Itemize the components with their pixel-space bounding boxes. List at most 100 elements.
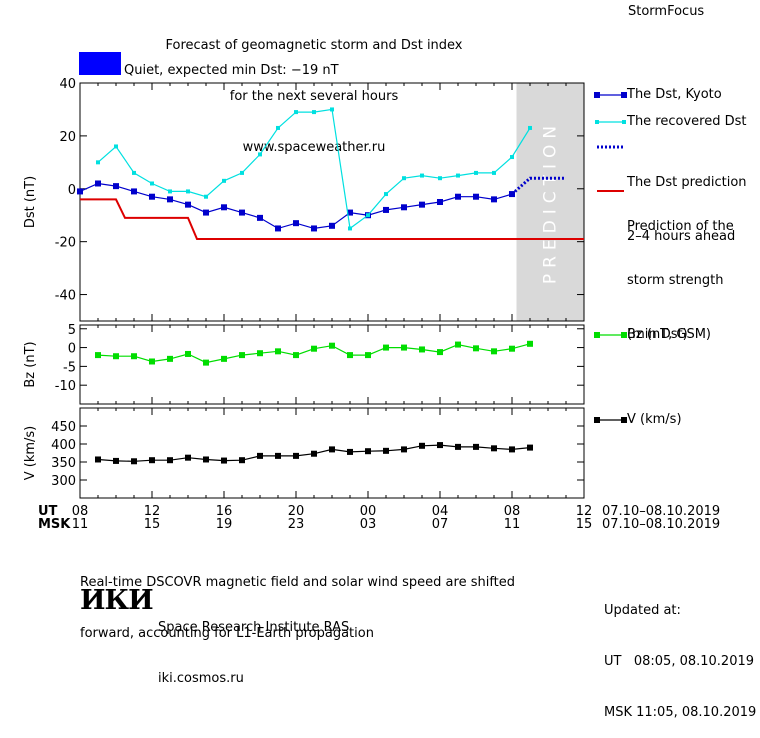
x-tick-label-ut: 12 xyxy=(576,504,593,519)
legend-marker xyxy=(621,417,627,423)
iki-logo: ИКИ xyxy=(80,585,154,616)
y-axis-label: Dst (nT) xyxy=(23,176,38,228)
data-point xyxy=(185,454,191,461)
data-point xyxy=(383,447,389,454)
data-point xyxy=(401,344,407,351)
data-point xyxy=(401,204,407,211)
status-text: Quiet, expected min Dst: −19 nT xyxy=(124,63,339,78)
data-point xyxy=(419,442,425,449)
data-point xyxy=(257,452,263,459)
data-point xyxy=(509,446,515,453)
data-point xyxy=(329,222,335,229)
msk-date-range: 07.10–08.10.2019 xyxy=(602,517,720,532)
data-point xyxy=(114,144,118,149)
data-point xyxy=(77,188,83,195)
data-point xyxy=(132,170,136,175)
data-point xyxy=(527,340,533,347)
data-point xyxy=(149,358,155,365)
x-tick-label-ut: 20 xyxy=(288,504,305,519)
x-tick-label-msk: 15 xyxy=(576,517,593,532)
org-info: Space Research Institute RAS iki.cosmos.… xyxy=(158,585,349,704)
data-point xyxy=(113,353,119,360)
chart-title: Forecast of geomagnetic storm and Dst in… xyxy=(100,3,528,173)
updated-ut: UT 08:05, 08.10.2019 xyxy=(604,654,755,669)
data-point xyxy=(347,448,353,455)
legend-line: 2–4 hours ahead xyxy=(627,229,736,244)
data-point xyxy=(419,201,425,208)
data-point xyxy=(420,173,424,178)
data-point xyxy=(221,355,227,362)
data-point xyxy=(437,199,443,205)
updated-msk: MSK 11:05, 08.10.2019 xyxy=(604,705,757,720)
org-name: Space Research Institute RAS xyxy=(158,620,350,635)
data-point xyxy=(275,452,281,459)
data-point xyxy=(365,448,371,455)
legend-marker xyxy=(622,120,626,124)
data-point xyxy=(491,445,497,452)
legend-marker xyxy=(594,417,600,423)
data-point xyxy=(276,125,280,130)
data-point xyxy=(347,352,353,359)
data-point xyxy=(203,209,209,216)
data-point xyxy=(437,349,443,356)
data-point xyxy=(384,192,388,197)
x-tick-label-ut: 12 xyxy=(144,504,161,519)
y-tick-label: 400 xyxy=(51,438,76,453)
data-point xyxy=(311,345,317,352)
y-tick-label: 20 xyxy=(59,130,76,145)
y-tick-label: 300 xyxy=(51,474,76,489)
y-tick-label: -20 xyxy=(55,236,76,251)
data-point xyxy=(221,204,227,211)
data-point xyxy=(402,176,406,181)
data-point xyxy=(149,457,155,464)
legend-line: (min Dst) xyxy=(627,327,688,342)
data-point xyxy=(473,193,479,200)
data-point xyxy=(239,209,245,216)
data-point xyxy=(95,456,101,463)
ut-date-range: 07.10–08.10.2019 xyxy=(602,504,720,519)
data-point xyxy=(257,214,263,221)
data-point xyxy=(311,450,317,457)
data-point xyxy=(185,350,191,357)
title-line-1: Forecast of geomagnetic storm and Dst in… xyxy=(165,38,463,53)
org-link[interactable]: iki.cosmos.ru xyxy=(158,671,244,686)
title-line-2: for the next several hours xyxy=(229,89,399,104)
data-point xyxy=(293,352,299,359)
data-point xyxy=(240,170,244,175)
legend-marker xyxy=(595,120,599,124)
data-point xyxy=(131,458,137,465)
prediction-label: PREDICTION xyxy=(540,120,560,284)
y-tick-label: -5 xyxy=(63,360,76,375)
data-point xyxy=(473,345,479,352)
x-tick-label-msk: 23 xyxy=(288,517,305,532)
data-point xyxy=(258,152,262,157)
x-tick-label-msk: 07 xyxy=(432,517,449,532)
series-line xyxy=(511,176,566,196)
x-tick-label-ut: 04 xyxy=(432,504,449,519)
legend-marker xyxy=(621,332,627,338)
data-point xyxy=(347,209,353,216)
data-point xyxy=(455,443,461,450)
data-point xyxy=(185,201,191,208)
data-point xyxy=(239,457,245,464)
y-axis-label: V (km/s) xyxy=(23,426,38,481)
x-tick-label-msk: 03 xyxy=(360,517,377,532)
data-point xyxy=(239,352,245,359)
data-point xyxy=(203,359,209,366)
x-tick-label-ut: 00 xyxy=(360,504,377,519)
x-tick-label-ut: 08 xyxy=(504,504,521,519)
x-tick-label-ut: 16 xyxy=(216,504,233,519)
data-point xyxy=(383,206,389,213)
x-tick-label-msk: 11 xyxy=(72,517,89,532)
y-tick-label: 0 xyxy=(68,342,76,357)
legend-label-v: V (km/s) xyxy=(627,412,682,427)
data-point xyxy=(437,442,443,449)
data-point xyxy=(492,170,496,175)
y-tick-label: 450 xyxy=(51,420,76,435)
data-point xyxy=(167,355,173,362)
data-point xyxy=(419,346,425,353)
legend-marker xyxy=(621,92,627,98)
data-point xyxy=(312,110,316,115)
data-point xyxy=(96,160,100,165)
panel-frame xyxy=(79,324,585,405)
